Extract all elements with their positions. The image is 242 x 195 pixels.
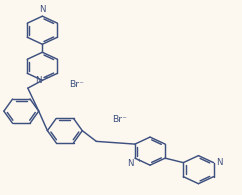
Text: N: N xyxy=(39,5,45,14)
Text: N: N xyxy=(127,159,134,168)
Text: N: N xyxy=(35,76,42,85)
Text: +: + xyxy=(136,158,142,163)
Text: Br⁻: Br⁻ xyxy=(69,80,84,89)
Text: Br⁻: Br⁻ xyxy=(113,115,128,124)
Text: +: + xyxy=(44,75,49,81)
Text: N: N xyxy=(216,158,223,167)
